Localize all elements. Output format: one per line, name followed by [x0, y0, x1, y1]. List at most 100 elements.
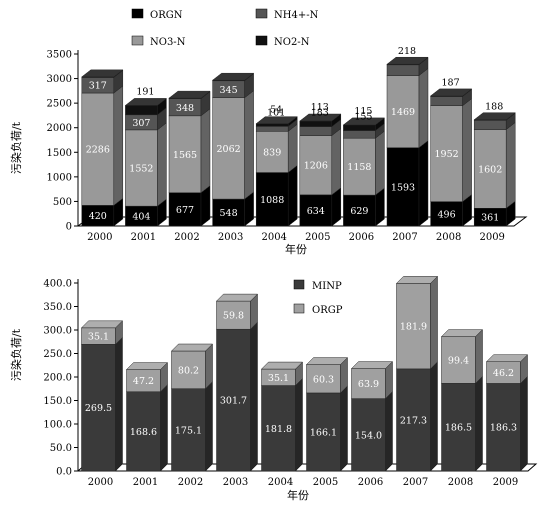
nitrogen-load-chart: 0 500 1000 1500 2000 2500 3000 3500 污染负荷/t 420 228…	[9, 8, 528, 255]
bar-segment	[386, 75, 420, 148]
x-tick-label: 2000	[87, 232, 112, 243]
bar-segment	[212, 198, 245, 227]
bar-segment	[430, 201, 463, 227]
value-label: 1206	[304, 161, 328, 172]
bar-segment-side	[244, 90, 254, 200]
bar-segment-side	[505, 122, 516, 209]
value-label: 186.3	[490, 423, 517, 434]
value-label: 1593	[391, 182, 415, 193]
x-tick-label: 2002	[178, 477, 203, 488]
bar-segment-side	[475, 375, 483, 472]
bar-segment	[306, 364, 341, 394]
x-tick-label: 2004	[268, 477, 293, 488]
value-label: 217.3	[400, 415, 427, 426]
bar-segment	[125, 129, 158, 207]
bar-segment-side	[205, 343, 213, 390]
bar-segment-side	[205, 381, 213, 472]
legend-label: NH4+-N	[274, 10, 319, 21]
y-tick-label: 1500	[47, 148, 72, 159]
value-label: 317	[89, 81, 107, 92]
value-label: 54	[270, 105, 282, 116]
value-label: 187	[442, 78, 460, 89]
value-label: 115	[354, 106, 372, 117]
bar-segment	[343, 137, 376, 196]
legend-label: NO2-N	[274, 37, 310, 48]
value-label: 1565	[173, 150, 197, 161]
x-tick-label: 2003	[218, 232, 243, 243]
bar-segment-side	[250, 321, 258, 472]
value-label: 548	[220, 208, 238, 219]
x-tick-label: 2008	[436, 232, 461, 243]
value-label: 181.9	[400, 322, 427, 333]
bar-top	[260, 361, 304, 370]
x-tick-label: 2009	[479, 232, 504, 243]
bar-segment	[441, 383, 476, 472]
value-label: 166.1	[310, 427, 337, 438]
bar-segment-side	[113, 85, 124, 206]
value-label: 175.1	[175, 425, 202, 436]
value-label: 404	[132, 212, 150, 223]
bar-top	[429, 88, 473, 97]
legend-swatch	[131, 8, 144, 19]
bar-segment-side	[287, 165, 298, 227]
x-tick-label: 2006	[349, 232, 374, 243]
x-tick-label: 2005	[313, 477, 338, 488]
bar-segment	[441, 336, 476, 384]
value-label: 361	[481, 213, 499, 224]
value-label: 496	[438, 209, 456, 220]
y-tick-label: 300.0	[43, 326, 72, 337]
legend-swatch	[131, 35, 144, 46]
value-label: 60.3	[313, 374, 334, 385]
bar-segment	[473, 129, 507, 209]
value-label: 186.5	[445, 423, 472, 434]
bar-top	[305, 357, 349, 365]
value-label: 218	[398, 46, 416, 57]
y-tick-label: 200.0	[43, 373, 72, 384]
bar-top	[473, 112, 516, 120]
x-tick-label: 2005	[305, 232, 330, 243]
value-label: 183	[311, 108, 329, 119]
value-label: 2286	[86, 145, 110, 156]
value-label: 634	[307, 206, 325, 217]
bar-segment-side	[200, 108, 211, 194]
legend-swatch	[255, 8, 268, 19]
bar-segment-side	[385, 391, 393, 472]
value-label: 80.2	[178, 365, 199, 376]
y-tick-label: 1000	[47, 172, 72, 183]
bar-top	[386, 56, 429, 65]
bar-segment	[171, 388, 206, 472]
bar-segment	[473, 120, 507, 130]
y-tick-label: 3500	[47, 50, 72, 61]
bar-segment-side	[418, 68, 429, 149]
bar-segment-side	[430, 361, 438, 472]
bar-segment-side	[520, 375, 528, 472]
bar-segment	[306, 392, 341, 472]
y-tick-label: 2000	[47, 123, 72, 134]
x-tick-label: 2007	[403, 477, 428, 488]
bar-segment	[168, 192, 202, 227]
bar-segment	[343, 124, 376, 131]
legend-label: NO3-N	[150, 37, 186, 48]
bar-top	[485, 354, 529, 362]
y-axis-label: 污染负荷/t	[9, 328, 23, 381]
x-tick-label: 2001	[133, 477, 158, 488]
bar-top	[255, 116, 298, 124]
value-label: 269.5	[85, 403, 112, 414]
value-label: 1088	[260, 195, 284, 206]
value-label: 839	[263, 147, 281, 158]
y-tick-label: 3000	[47, 74, 72, 85]
value-label: 420	[89, 211, 107, 222]
value-label: 1469	[391, 107, 415, 118]
value-label: 629	[350, 206, 368, 217]
bar-segment	[255, 126, 289, 132]
legend-label: MINP	[312, 281, 342, 292]
x-tick-label: 2001	[131, 232, 156, 243]
y-tick-label: 150.0	[43, 396, 72, 407]
bar-segment	[351, 398, 386, 472]
bar-segment-side	[287, 123, 298, 174]
bar-top	[299, 113, 342, 122]
bar-segment	[299, 120, 333, 127]
y-tick-label: 250.0	[43, 349, 72, 360]
bar-top	[80, 320, 124, 329]
bar-segment	[343, 130, 376, 139]
